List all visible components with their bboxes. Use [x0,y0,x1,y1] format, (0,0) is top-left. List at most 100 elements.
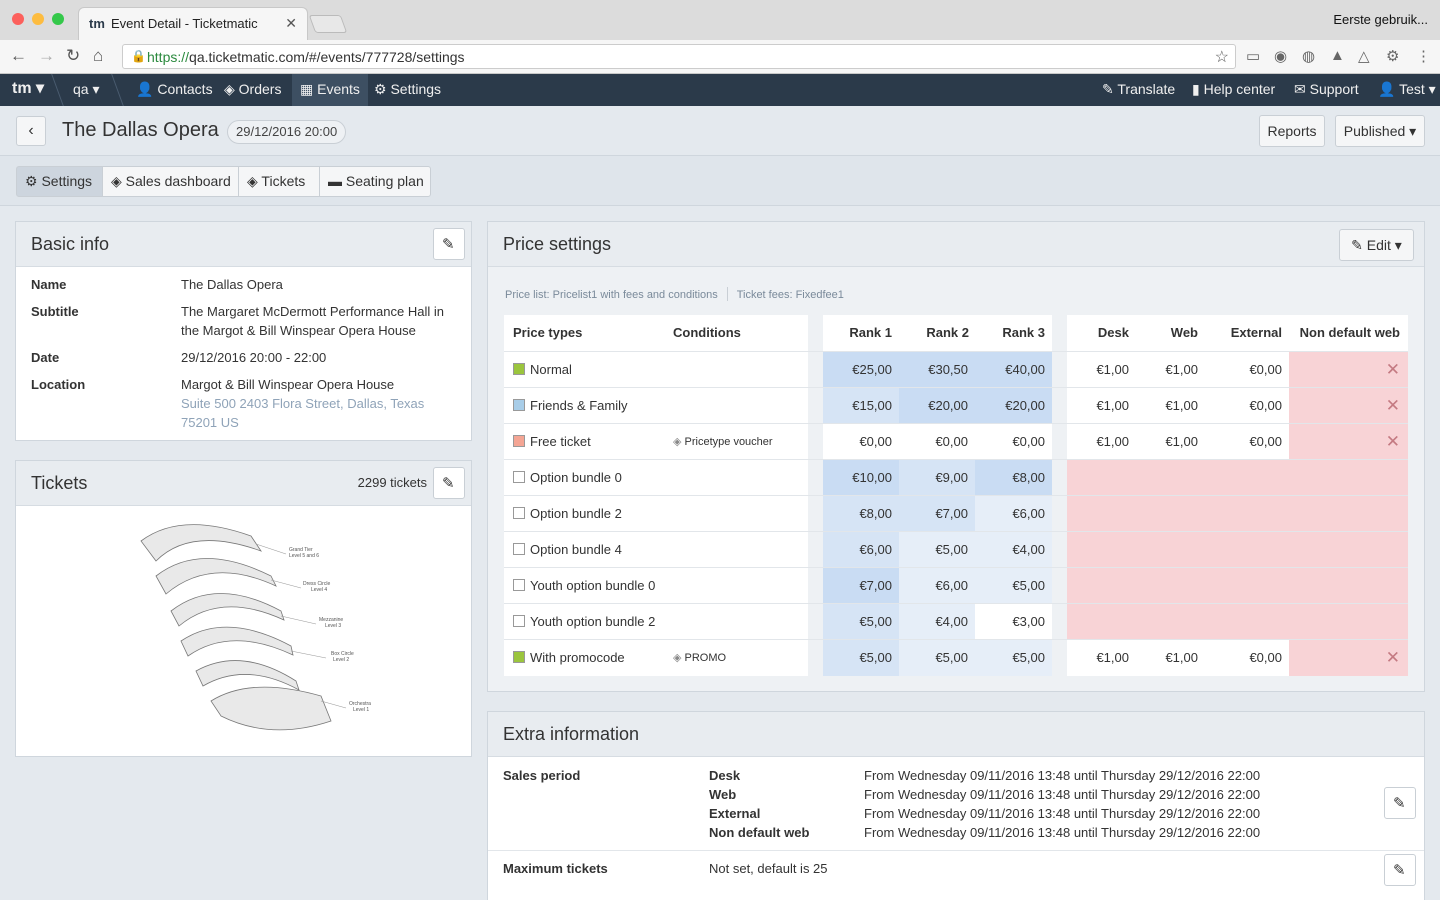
price-type-name: Option bundle 4 [513,532,622,568]
environment-menu[interactable]: qa ▾ [73,81,100,97]
cast-icon[interactable]: ▭ [1246,48,1261,65]
rank-2-price: €4,00 [899,604,975,640]
price-type-condition: ◈ Pricetype voucher [673,436,773,448]
pencil-icon: ✎ [1102,81,1114,97]
brand-menu[interactable]: tm ▾ [12,80,45,97]
non-default-web-disabled: ✕ [1289,388,1408,424]
nav-help-center[interactable]: ▮ Help center [1192,81,1276,97]
nav-contacts[interactable]: 👤 Contacts [136,81,213,97]
back-arrow-icon[interactable]: ← [10,46,27,65]
tab-seating-plan[interactable]: ▬ Seating plan [319,166,431,197]
nav-events[interactable]: ▦ Events [292,74,368,106]
sales-period-channels: Desk Web External Non default web [709,768,810,840]
web-fee: €1,00 [1165,362,1198,377]
user-icon: 👤 [1378,81,1396,97]
price-type-color-swatch [513,435,525,447]
tab-close-icon[interactable]: ✕ [285,15,297,31]
nav-orders[interactable]: ◈ Orders [224,81,282,97]
edit-price-settings-dropdown[interactable]: ✎ Edit ▾ [1339,229,1414,261]
pencil-icon: ✎ [1351,237,1363,253]
rank-1-price: €5,00 [823,640,899,676]
browser-profile[interactable]: Eerste gebruik... [1333,12,1428,27]
published-status-dropdown[interactable]: Published ▾ [1335,115,1425,147]
tab-settings[interactable]: ⚙ Settings [16,166,103,197]
level-label: Level 1 [353,707,369,713]
basic-info-title: Basic info [31,234,110,254]
bookmark-star-icon[interactable]: ☆ [1214,49,1229,66]
edit-tickets-button[interactable]: ✎ [433,467,465,499]
rank-1-price: €0,00 [859,434,892,449]
price-type-color-swatch [513,471,525,483]
gear-icon: ⚙ [25,173,38,189]
price-type-condition: ◈ PROMO [673,652,727,664]
desk-fee: €1,00 [1096,650,1129,665]
nav-translate[interactable]: ✎ Translate [1102,81,1176,97]
gear-extension-icon[interactable]: ⚙ [1386,48,1400,65]
home-icon[interactable]: ⌂ [93,46,104,65]
tab-tickets[interactable]: ◈ Tickets [238,166,320,197]
back-button[interactable]: ‹ [16,116,46,146]
desk-fee: €1,00 [1096,434,1129,449]
tab-title: Event Detail - Ticketmatic [111,16,258,31]
name-value: The Dallas Opera [181,277,283,292]
url-text: https://qa.ticketmatic.com/#/events/7777… [147,49,465,65]
maximum-tickets-value: Not set, default is 25 [709,861,828,876]
book-icon: ▮ [1192,81,1200,97]
pencil-icon: ✎ [1393,795,1406,812]
minimize-window-button[interactable] [32,13,44,25]
calendar-icon: ▦ [300,81,314,97]
edit-sales-period-button[interactable]: ✎ [1384,787,1416,819]
cross-icon: ✕ [1385,360,1400,379]
url-input[interactable]: 🔒 https://qa.ticketmatic.com/#/events/77… [122,44,1236,69]
price-list-info: Price list: Pricelist1 with fees and con… [505,287,844,301]
tab-sales-dashboard[interactable]: ◈ Sales dashboard [102,166,239,197]
subtitle-value: The Margaret McDermott Performance Hall … [181,304,444,338]
rank-2-price: €9,00 [899,460,975,496]
nav-settings[interactable]: ⚙ Settings [374,81,442,97]
page-title: The Dallas Opera [62,119,219,141]
reload-icon[interactable]: ↻ [66,46,81,65]
header-rank-2: Rank 2 [926,325,969,340]
rank-3-price: €3,00 [1012,614,1045,629]
edit-maximum-tickets-button[interactable]: ✎ [1384,854,1416,886]
browser-tab[interactable]: tm Event Detail - Ticketmatic ✕ [78,7,308,40]
chevron-left-icon: ‹ [28,122,34,139]
nav-user-menu[interactable]: 👤 Test ▾ [1378,81,1436,97]
sales-period-values: From Wednesday 09/11/2016 13:48 until Th… [864,768,1261,840]
price-type-name: Option bundle 0 [513,460,622,496]
password-extension-icon[interactable]: ◉ [1274,48,1288,65]
web-fee: €1,00 [1165,434,1198,449]
reports-button[interactable]: Reports [1259,115,1325,147]
price-type-color-swatch [513,579,525,591]
rank-1-price: €7,00 [823,568,899,604]
new-tab-button[interactable] [308,15,348,33]
drive-extension-icon[interactable]: △ [1358,48,1370,65]
close-window-button[interactable] [12,13,24,25]
rank-2-price: €0,00 [935,434,968,449]
web-fee: €1,00 [1165,398,1198,413]
rank-2-price: €5,00 [899,640,975,676]
extension-icon[interactable]: ◍ [1302,48,1316,65]
price-type-name: Normal [513,352,572,388]
price-type-color-swatch [513,399,525,411]
cross-icon: ✕ [1385,432,1400,451]
maximize-window-button[interactable] [52,13,64,25]
date-value: 29/12/2016 20:00 - 22:00 [181,350,327,365]
angular-extension-icon[interactable]: ▲ [1330,47,1345,64]
header-conditions: Conditions [673,325,741,340]
address-bar-row: ← → ↻ ⌂ 🔒 https://qa.ticketmatic.com/#/e… [0,40,1440,74]
nav-support[interactable]: ✉ Support [1294,81,1359,97]
edit-basic-info-button[interactable]: ✎ [433,228,465,260]
browser-menu-icon[interactable]: ⋮ [1416,48,1431,65]
rank-2-price: €6,00 [899,568,975,604]
name-label: Name [31,277,67,292]
price-type-color-swatch [513,363,525,375]
rank-2-price: €30,50 [899,352,975,388]
envelope-icon: ✉ [1294,81,1306,97]
non-default-web-disabled: ✕ [1289,424,1408,460]
forward-arrow-icon[interactable]: → [38,46,55,65]
header-desk: Desk [1097,325,1129,340]
level-label: Level 3 [325,623,341,629]
ticket-fees-label: Ticket fees: Fixedfee1 [736,289,844,301]
level-label: Box Circle [331,651,354,657]
